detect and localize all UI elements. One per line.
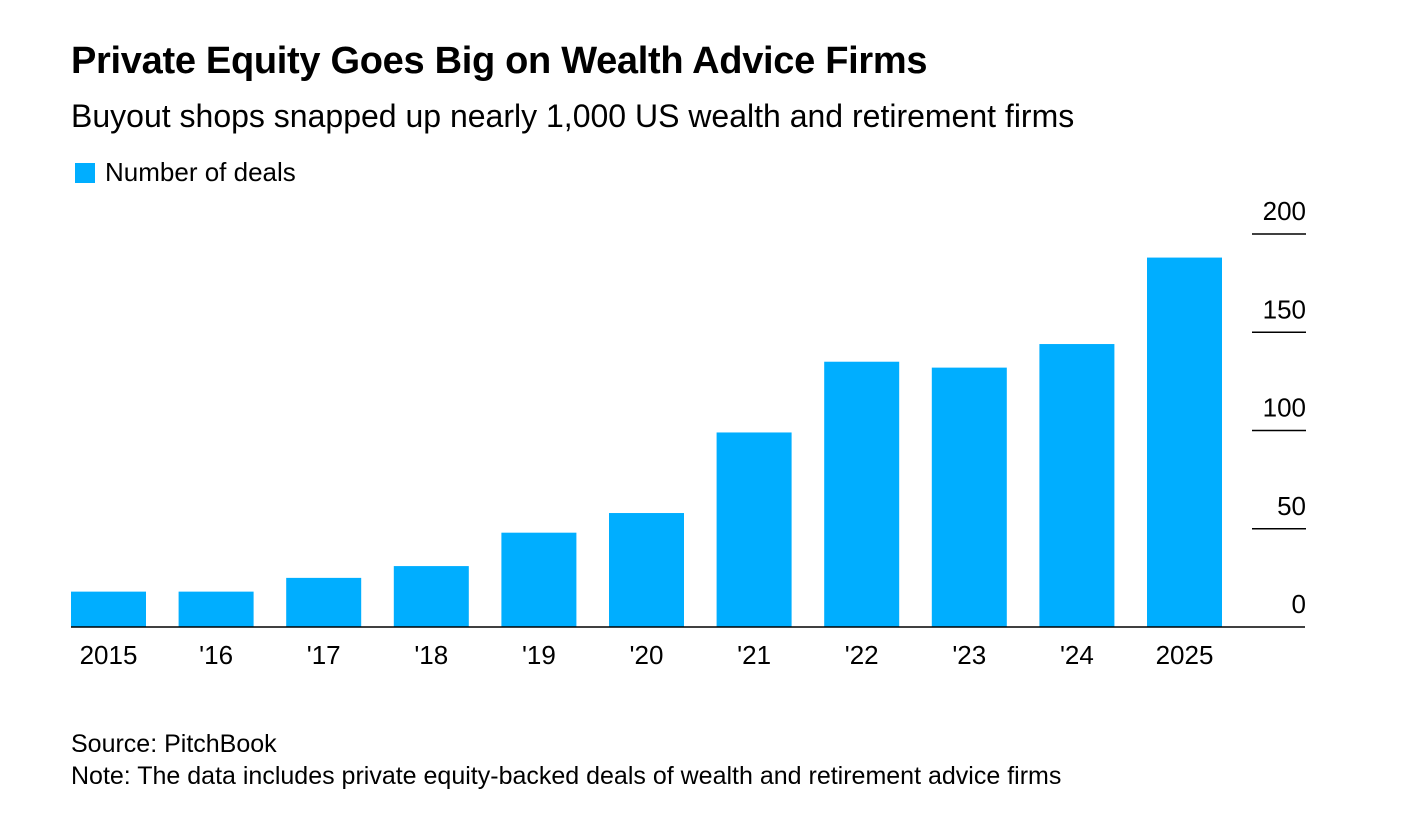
- x-tick-label: '19: [522, 640, 556, 670]
- x-tick-label: '16: [199, 640, 233, 670]
- x-tick-label: 2015: [80, 640, 138, 670]
- bar: [824, 361, 900, 627]
- legend-swatch: [75, 162, 95, 183]
- bar: [393, 566, 469, 627]
- bar: [178, 591, 254, 627]
- legend-label: Number of deals: [105, 157, 296, 187]
- y-tick-label: 100: [1263, 393, 1306, 423]
- x-axis: 2015 '16 '17 '18 '19 '20 '21 '22 '23 '24 2025: [71, 626, 1305, 670]
- y-tick-label: 200: [1263, 196, 1306, 226]
- x-tick-label: '21: [737, 640, 771, 670]
- bar: [609, 513, 684, 627]
- data-note: Note: The data includes private equity-b…: [71, 762, 1062, 790]
- x-tick-label: '22: [845, 640, 879, 670]
- x-tick-label: '23: [952, 640, 986, 670]
- x-tick-label: '20: [630, 640, 664, 670]
- source-note: Source: PitchBook: [71, 730, 277, 758]
- y-axis: 0 50 100 150 200: [1252, 196, 1306, 619]
- bar: [1147, 257, 1222, 627]
- y-tick-label: 150: [1263, 294, 1306, 324]
- legend: Number of deals: [75, 157, 296, 188]
- y-tick-label: 0: [1292, 589, 1306, 619]
- chart-title: Private Equity Goes Big on Wealth Advice…: [71, 40, 928, 82]
- y-tick-label: 50: [1277, 491, 1306, 521]
- bar: [1039, 344, 1115, 627]
- x-tick-label: 2025: [1156, 640, 1214, 670]
- bar: [286, 577, 362, 627]
- bar: [501, 532, 577, 627]
- x-tick-label: '18: [414, 640, 448, 670]
- bar: [71, 591, 146, 627]
- x-tick-label: '24: [1060, 640, 1094, 670]
- bars: [71, 257, 1222, 627]
- bar: [716, 432, 792, 627]
- x-tick-label: '17: [307, 640, 341, 670]
- chart-subtitle: Buyout shops snapped up nearly 1,000 US …: [71, 98, 1075, 134]
- bar: [931, 367, 1007, 627]
